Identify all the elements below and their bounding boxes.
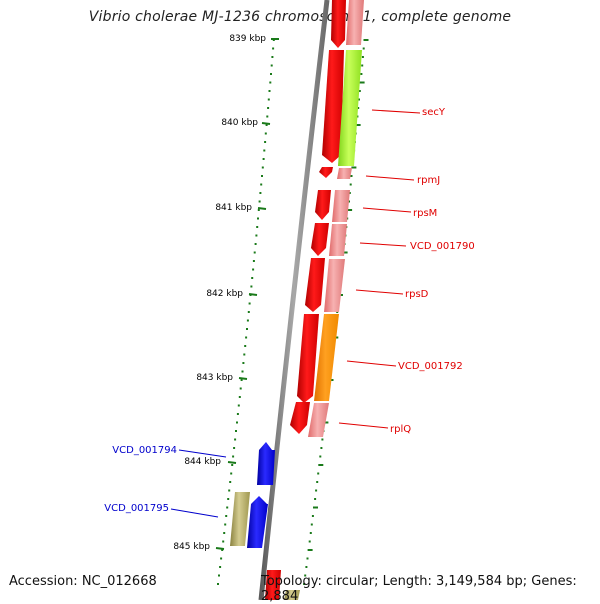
scale-label-841: 841 kbp	[215, 203, 252, 213]
gene-arrow-secy[interactable]	[322, 50, 344, 163]
label-connectors	[170, 109, 421, 518]
gene-cog-block	[346, 0, 364, 45]
gene-cog-block-rpsd	[324, 259, 345, 312]
gene-label-vcd-001795[interactable]: VCD_001795	[104, 503, 169, 514]
gene-label-vcd-001794[interactable]: VCD_001794	[112, 445, 177, 456]
gene-arrow-vcd-001795[interactable]	[247, 496, 268, 548]
accession-text: Accession: NC_012668	[9, 574, 157, 589]
gene-cog-block-vcd-001790	[329, 224, 347, 256]
scale-label-840: 840 kbp	[221, 118, 258, 128]
gene-arrow-rpmj[interactable]	[319, 167, 333, 178]
gene-cog-block-rpsm	[332, 190, 350, 222]
chromosome-backbone	[258, 0, 330, 600]
gene-arrow-rpsm[interactable]	[315, 190, 331, 220]
gene-arrow-rplq[interactable]	[290, 402, 310, 434]
scale-label-842: 842 kbp	[206, 289, 243, 299]
gene-arrow-bottom[interactable]	[265, 570, 281, 600]
plus-strand-inner-track	[265, 0, 346, 600]
gene-label-rpsd[interactable]: rpsD	[405, 289, 429, 300]
map-title: Vibrio cholerae MJ-1236 chromosome 1, co…	[88, 9, 512, 25]
gene-cog-block-bottom	[284, 590, 300, 600]
gene-label-vcd-001790[interactable]: VCD_001790	[410, 241, 475, 252]
gene-label-vcd-001792[interactable]: VCD_001792	[398, 361, 463, 372]
gene-arrow-rpsd[interactable]	[305, 258, 325, 312]
gene-cog-block-vcd-001795	[230, 492, 250, 546]
gene-arrow[interactable]	[331, 0, 346, 48]
gene-label-rpmj[interactable]: rpmJ	[417, 175, 440, 186]
plus-strand-outer-track	[284, 0, 364, 600]
scale-label-844: 844 kbp	[184, 457, 221, 467]
gene-arrow-vcd-001790[interactable]	[311, 223, 329, 256]
gene-label-rpsm[interactable]: rpsM	[413, 208, 437, 219]
gene-cog-block-rplq	[308, 403, 329, 437]
gene-cog-block-secy	[338, 50, 362, 166]
scale-label-843: 843 kbp	[196, 373, 233, 383]
scale-ticks-inner	[217, 39, 275, 585]
gene-label-rplq[interactable]: rplQ	[390, 424, 411, 435]
scale-label-845: 845 kbp	[173, 542, 210, 552]
gene-cog-block-rpmj	[337, 168, 352, 179]
scale-label-839: 839 kbp	[229, 34, 266, 44]
gene-labels: secY rpmJ rpsM VCD_001790 rpsD VCD_00179…	[104, 107, 474, 514]
scale-labels: 839 kbp 840 kbp 841 kbp 842 kbp 843 kbp …	[173, 34, 279, 552]
gene-cog-block-vcd-001792	[314, 314, 339, 401]
minus-strand-track	[230, 442, 275, 548]
gene-label-secy[interactable]: secY	[422, 107, 446, 118]
gene-arrow-vcd-001794[interactable]	[257, 442, 275, 485]
gene-arrow-vcd-001792[interactable]	[297, 314, 319, 403]
